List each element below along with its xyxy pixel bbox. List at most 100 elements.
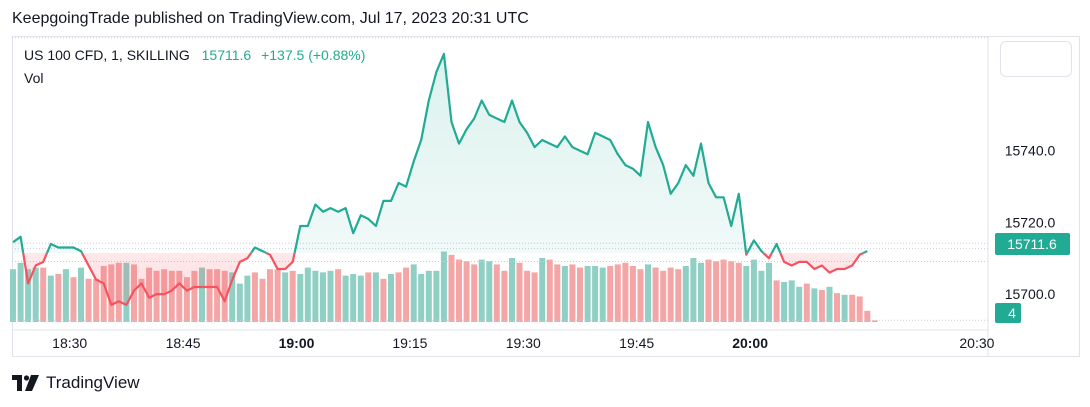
volume-bar	[388, 274, 394, 322]
tradingview-logo-icon	[12, 375, 39, 391]
volume-bar	[229, 272, 236, 322]
volume-bar	[584, 266, 591, 322]
symbol-label[interactable]: US 100 CFD, 1, SKILLING	[24, 47, 190, 63]
price-axis: 15700.0 15720.0 15740.0	[1005, 143, 1056, 302]
volume-bar	[645, 264, 651, 322]
volume-bar	[561, 266, 568, 322]
volume-bar	[592, 266, 599, 322]
time-tick-label: 19:00	[279, 335, 315, 351]
volume-bar	[85, 278, 92, 322]
volume-bar	[471, 264, 478, 322]
volume-bar	[448, 254, 455, 322]
volume-bar	[47, 275, 54, 322]
volume-bar	[138, 278, 145, 322]
volume-bar	[372, 272, 379, 322]
volume-bar	[841, 294, 848, 322]
volume-bar	[667, 267, 674, 322]
price-area	[13, 53, 868, 305]
volume-bar	[267, 269, 273, 322]
volume-bar	[191, 270, 198, 322]
volume-bar	[486, 261, 493, 322]
volume-bar	[100, 266, 107, 322]
volume-bar	[599, 267, 606, 322]
time-tick-label: 18:30	[52, 335, 87, 351]
time-axis: 18:30 18:45 19:00 19:15 19:30 19:45 20:00 20:30	[52, 335, 994, 351]
publisher-line: KeepgoingTrade published on TradingView.…	[12, 10, 529, 27]
volume-bar	[539, 258, 546, 322]
volume-bar	[781, 282, 788, 322]
volume-bar	[516, 262, 523, 322]
volume-bar	[350, 274, 357, 322]
volume-bar	[251, 272, 258, 322]
volume-bar	[282, 272, 289, 322]
volume-bar	[622, 262, 629, 322]
volume-bar	[577, 267, 583, 322]
volume-bar	[509, 258, 515, 322]
time-tick-label: 18:45	[166, 335, 201, 351]
volume-bar	[168, 270, 175, 322]
volume-bar	[289, 270, 296, 322]
price-tick-label: 15700.0	[1005, 286, 1056, 302]
volume-bar	[554, 264, 561, 322]
volume-bar	[871, 320, 878, 322]
last-price-badge-bg	[995, 233, 1070, 255]
volume-bar	[463, 261, 470, 322]
last-price-badge: 15711.6	[995, 233, 1070, 255]
volume-bar	[652, 267, 659, 322]
volume-indicator-label[interactable]: Vol	[24, 70, 44, 86]
volume-bar	[183, 277, 190, 322]
volume-bar	[834, 293, 840, 322]
volume-bar	[10, 269, 16, 322]
volume-bar	[176, 270, 183, 322]
volume-bar	[849, 294, 856, 322]
volume-bar	[456, 259, 462, 322]
price-tick-label: 15740.0	[1005, 143, 1056, 159]
volume-bar	[55, 274, 62, 322]
price-scale-button[interactable]	[1000, 41, 1072, 77]
volume-bar	[478, 259, 485, 322]
area-fill-below-baseline	[13, 252, 868, 305]
volume-bar	[418, 274, 425, 322]
volume-bar	[614, 264, 621, 322]
volume-bar	[713, 261, 720, 322]
volume-bar	[788, 280, 795, 322]
volume-bar	[131, 264, 137, 322]
volume-bar	[856, 296, 863, 322]
volume-bar	[410, 264, 417, 322]
volume-bar	[395, 272, 402, 322]
volume-bar	[758, 270, 765, 322]
volume-bar	[32, 267, 39, 322]
tradingview-logo[interactable]: TradingView	[12, 373, 140, 393]
volume-bar	[524, 270, 531, 322]
volume-bar	[864, 310, 871, 322]
volume-bar	[569, 264, 576, 322]
volume-bar	[320, 272, 326, 322]
volume-bar	[690, 258, 697, 322]
volume-bar	[675, 269, 682, 322]
volume-bar	[440, 251, 447, 322]
volume-bar	[214, 269, 221, 322]
volume-bar	[70, 277, 77, 322]
volume-bar	[206, 269, 213, 322]
price-change-value: +137.5 (+0.88%)	[261, 47, 366, 63]
volume-bar	[682, 266, 689, 322]
volume-bar	[766, 262, 772, 322]
volume-bar	[531, 272, 538, 322]
volume-bar	[743, 266, 750, 322]
volume-bar	[17, 262, 24, 322]
volume-bar	[660, 270, 667, 322]
last-price-label: 15711.6	[1007, 236, 1057, 252]
volume-bar	[637, 269, 644, 322]
time-tick-label: 19:15	[392, 335, 427, 351]
volume-bar	[259, 278, 266, 322]
last-price-value: 15711.6	[201, 47, 252, 63]
volume-badge-bg	[995, 303, 1021, 323]
volume-bar	[750, 259, 757, 322]
volume-bar	[244, 275, 251, 322]
volume-bar	[297, 274, 304, 322]
volume-bar	[335, 269, 342, 322]
volume-bar	[25, 269, 32, 322]
price-tick-label: 15720.0	[1005, 214, 1056, 230]
volume-bar	[236, 283, 243, 322]
